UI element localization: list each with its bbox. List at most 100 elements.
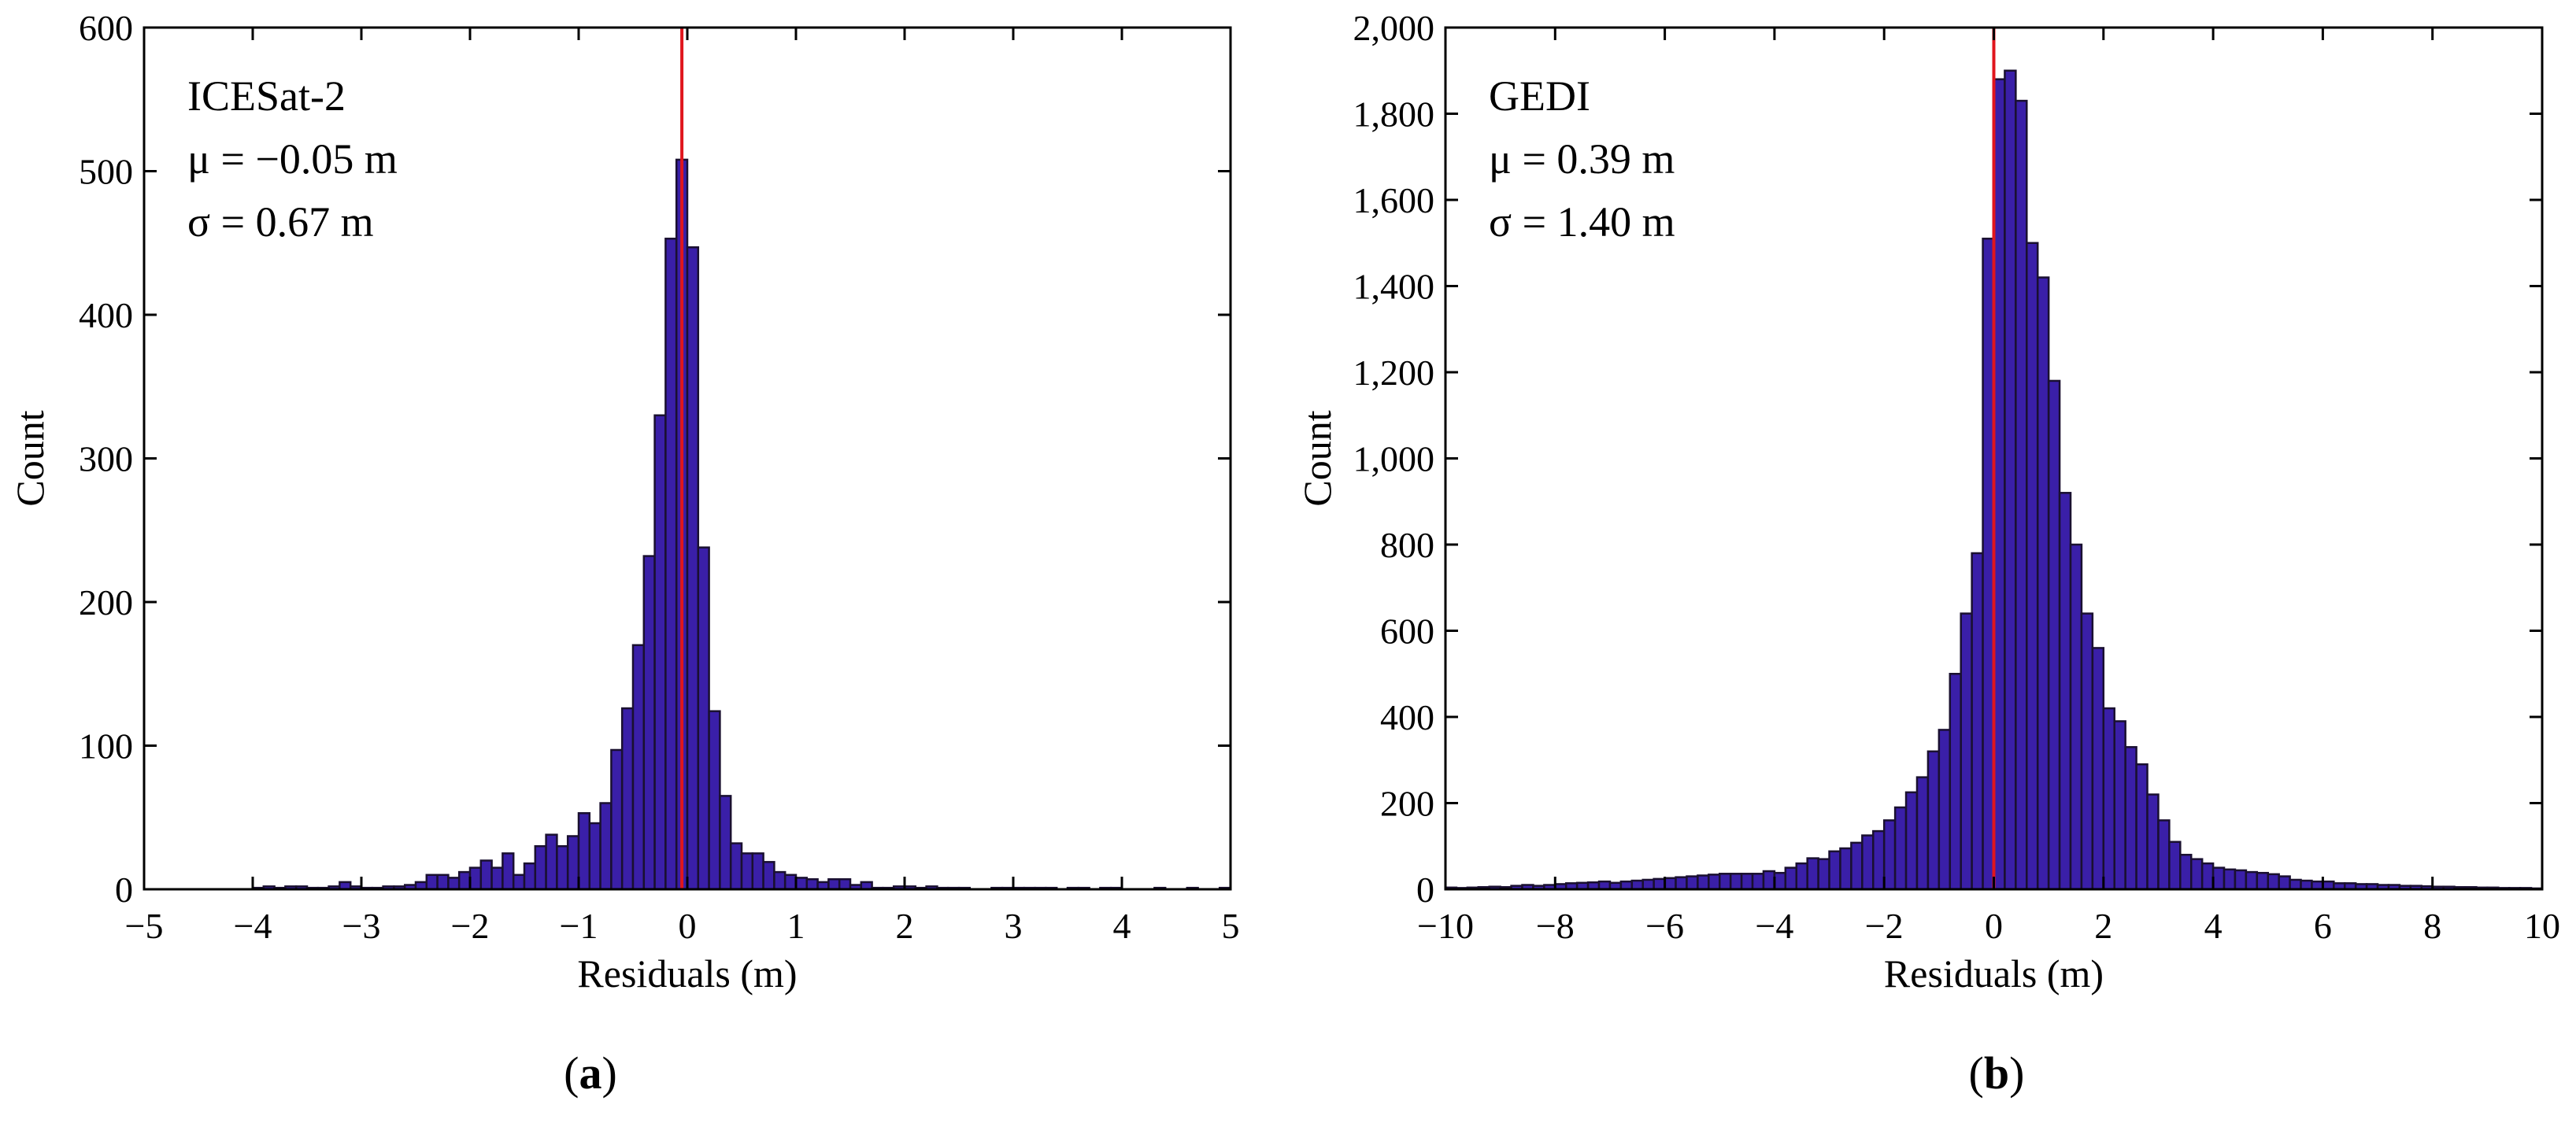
x-tick-label: −10: [1417, 906, 1474, 946]
x-tick-label: −2: [1865, 906, 1904, 946]
histogram-bar: [1664, 877, 1677, 891]
y-tick-label: 200: [1380, 784, 1434, 824]
histogram-bar: [653, 414, 667, 891]
histogram-bar: [1719, 873, 1732, 891]
x-tick-label: −1: [560, 906, 598, 946]
histogram-bar: [502, 852, 515, 891]
panel-label-a: a: [579, 1047, 602, 1099]
histogram-bar: [1893, 806, 1908, 891]
histogram-bar: [2189, 858, 2204, 891]
histogram-bar: [1993, 78, 2006, 891]
histogram-bar: [436, 874, 450, 891]
histogram-bar: [2080, 612, 2094, 891]
histogram-bar: [2069, 543, 2083, 891]
histogram-bar: [512, 874, 526, 891]
histogram-bar: [1708, 874, 1721, 891]
histogram-bar: [1850, 841, 1864, 891]
histogram-chart-a: −5 −4 −3 −2 −1 0 1 2 3 4 5 0 100 200 300 400 500 600 Resid…: [8, 8, 1240, 996]
histogram-bar: [2179, 853, 2193, 891]
histogram-bar: [2113, 720, 2126, 891]
histogram-bar: [1784, 866, 1798, 891]
inset-dataset-name: GEDI: [1489, 72, 1590, 120]
histogram-bar: [2026, 242, 2039, 891]
histogram-bar: [1971, 552, 1984, 891]
x-tick-label: 2: [2094, 906, 2112, 946]
histogram-bar: [2211, 866, 2226, 891]
histogram-bar: [1729, 873, 1743, 891]
histogram-bar: [2135, 763, 2149, 891]
inset-std: σ = 0.67 m: [187, 198, 374, 246]
x-tick-label: −4: [234, 906, 272, 946]
histogram-bar: [1828, 850, 1841, 891]
histogram-bar: [577, 812, 591, 891]
x-tick-label: 2: [896, 906, 914, 946]
histogram-bar: [2047, 379, 2061, 891]
histogram-bar: [1795, 862, 1808, 891]
histogram-bar: [2300, 879, 2313, 891]
histogram-bar: [1817, 858, 1830, 891]
histogram-bar: [1882, 819, 1897, 891]
histogram-bar: [2245, 870, 2259, 891]
y-tick-label: 600: [1380, 611, 1434, 652]
histogram-bar: [556, 845, 569, 891]
histogram-bar: [1872, 829, 1886, 891]
x-tick-label: 4: [2204, 906, 2223, 946]
histogram-bar: [1938, 729, 1952, 891]
histogram-bar: [2036, 276, 2050, 891]
y-tick-label: 2,000: [1353, 8, 1435, 48]
histogram-bars: [251, 158, 1232, 891]
histogram-bar: [1806, 857, 1819, 891]
x-tick-label: −2: [451, 906, 490, 946]
histogram-bar: [2200, 862, 2215, 891]
y-tick-label: 1,200: [1353, 353, 1435, 393]
histogram-bar: [490, 866, 504, 891]
x-tick-label: 5: [1222, 906, 1240, 946]
y-tick-label: 1,400: [1353, 267, 1435, 307]
x-axis-label: Residuals (m): [577, 951, 797, 996]
y-tick-label: 500: [79, 152, 133, 192]
y-tick-label: 800: [1380, 525, 1434, 565]
histogram-bar: [838, 877, 852, 891]
histogram-bar: [566, 835, 580, 891]
histogram-bar: [827, 877, 841, 891]
x-tick-label: 6: [2314, 906, 2332, 946]
histogram-bar: [1839, 847, 1852, 891]
y-tick-label: 1,600: [1353, 180, 1435, 220]
x-tick-label: 0: [1985, 906, 2003, 946]
histogram-bar: [447, 877, 461, 891]
inset-std: σ = 1.40 m: [1489, 198, 1675, 246]
histogram-bar: [1751, 873, 1765, 891]
histogram-bar: [523, 862, 537, 891]
y-tick-label: 0: [1416, 870, 1434, 910]
histogram-bar: [719, 795, 732, 891]
histogram-bar: [740, 852, 754, 891]
y-tick-label: 400: [1380, 697, 1434, 737]
histogram-bar: [479, 859, 493, 891]
x-tick-label: 0: [679, 906, 697, 946]
x-tick-label: 4: [1113, 906, 1131, 946]
histogram-bar: [534, 845, 547, 891]
histogram-bar: [708, 710, 721, 891]
histogram-bar: [773, 870, 786, 891]
x-tick-label: −4: [1755, 906, 1793, 946]
x-tick-label: 8: [2423, 906, 2441, 946]
y-tick-label: 400: [79, 295, 133, 335]
y-axis-label: Count: [1295, 410, 1339, 506]
panel-caption-b: (b): [1968, 1047, 2025, 1099]
panel-label-b: b: [1983, 1047, 2010, 1099]
histogram-bar: [794, 877, 809, 891]
histogram-bar: [1926, 750, 1941, 891]
histogram-bar: [2289, 878, 2302, 891]
histogram-bar: [1653, 877, 1666, 891]
panel-caption-a: (a): [564, 1047, 617, 1099]
histogram-bar: [2267, 873, 2280, 891]
x-tick-label: 10: [2524, 906, 2560, 946]
histogram-panel-b: −10 −8 −6 −4 −2 0 2 4 6 8 10 0 200 400 600 800 1,000 1,20…: [1288, 0, 2576, 1123]
histogram-bar: [1915, 776, 1930, 891]
histogram-bar: [2058, 492, 2072, 891]
histogram-bar: [620, 707, 635, 891]
y-tick-label: 200: [79, 582, 133, 622]
inset-mean: μ = −0.05 m: [187, 135, 398, 183]
histogram-bar: [588, 822, 601, 891]
histogram-bar: [610, 748, 624, 891]
